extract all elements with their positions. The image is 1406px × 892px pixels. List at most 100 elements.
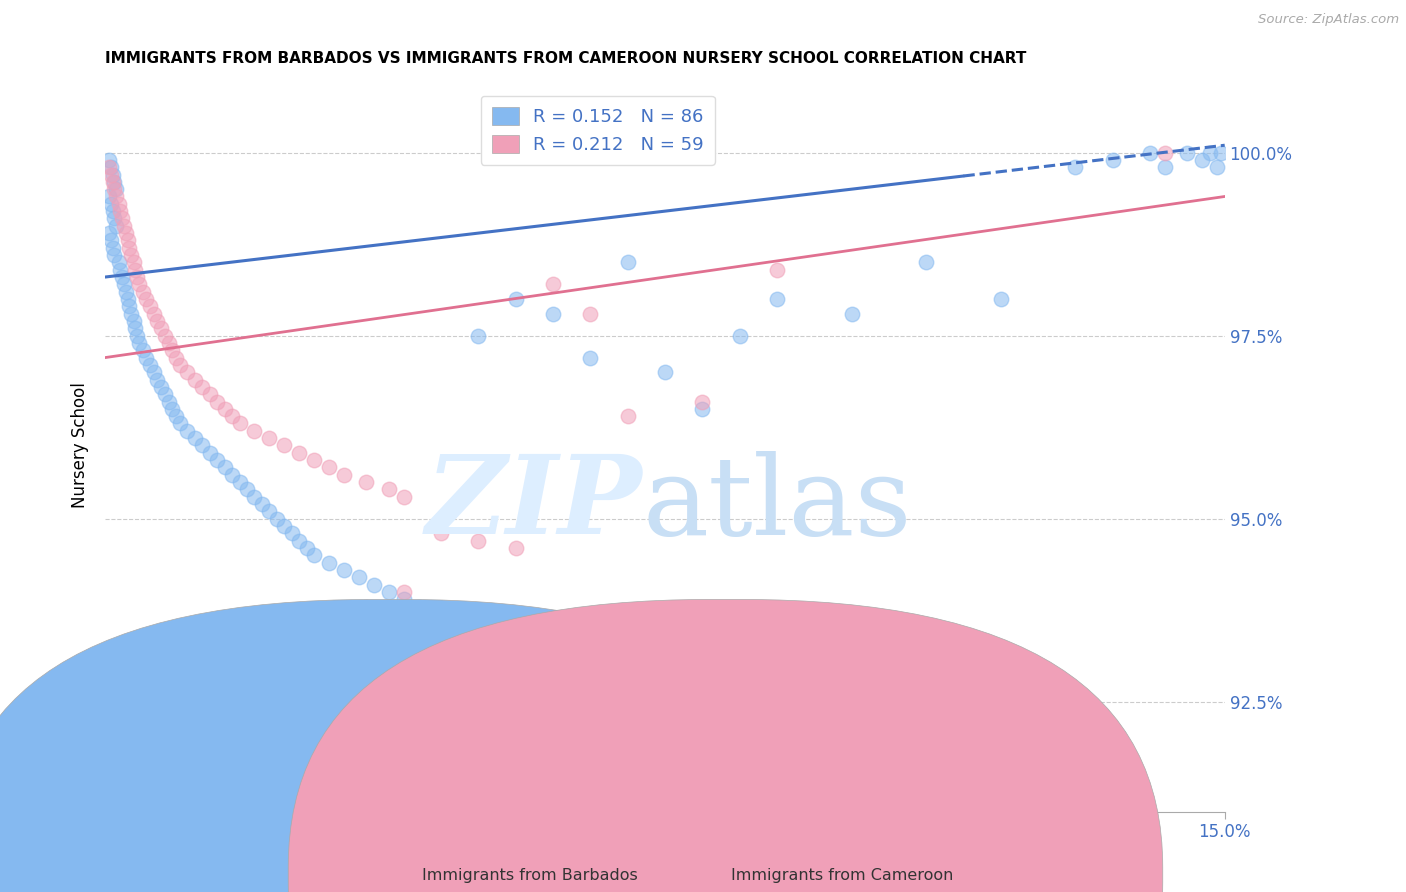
Point bbox=[378, 585, 401, 599]
Point bbox=[128, 335, 150, 350]
Point bbox=[139, 299, 162, 313]
Point bbox=[1191, 153, 1213, 167]
Point bbox=[356, 599, 378, 614]
Point bbox=[100, 160, 122, 174]
Point bbox=[616, 409, 638, 424]
Point bbox=[295, 541, 318, 555]
Point bbox=[236, 483, 259, 497]
Point bbox=[392, 592, 415, 607]
Point bbox=[107, 196, 129, 211]
Point bbox=[112, 277, 135, 292]
Point bbox=[243, 424, 266, 438]
Point bbox=[198, 387, 221, 401]
Point bbox=[169, 417, 191, 431]
Point bbox=[378, 483, 401, 497]
Point bbox=[131, 285, 153, 299]
Point bbox=[1139, 145, 1161, 160]
Point bbox=[162, 401, 184, 416]
Point bbox=[105, 182, 128, 196]
Point bbox=[142, 307, 165, 321]
Point bbox=[505, 541, 527, 555]
Point bbox=[142, 365, 165, 379]
Point bbox=[139, 358, 162, 372]
Point bbox=[108, 204, 131, 219]
Point bbox=[184, 431, 207, 445]
Point bbox=[97, 226, 120, 240]
Point bbox=[205, 453, 228, 467]
Point bbox=[214, 460, 236, 475]
Point bbox=[100, 196, 122, 211]
Point bbox=[505, 768, 527, 782]
Point bbox=[1209, 145, 1232, 160]
Point bbox=[103, 211, 125, 226]
Point bbox=[122, 255, 145, 269]
Point bbox=[392, 490, 415, 504]
Point bbox=[915, 255, 938, 269]
Point bbox=[135, 351, 157, 365]
Legend: R = 0.152   N = 86, R = 0.212   N = 59: R = 0.152 N = 86, R = 0.212 N = 59 bbox=[481, 95, 714, 165]
Point bbox=[101, 204, 124, 219]
Point bbox=[128, 277, 150, 292]
Point bbox=[318, 460, 340, 475]
Point bbox=[318, 556, 340, 570]
Point bbox=[108, 262, 131, 277]
Point bbox=[228, 417, 250, 431]
Point bbox=[165, 351, 187, 365]
Point bbox=[150, 321, 173, 335]
Point bbox=[107, 255, 129, 269]
Point bbox=[728, 328, 751, 343]
Point bbox=[273, 519, 295, 533]
Point bbox=[221, 409, 243, 424]
Point bbox=[157, 335, 180, 350]
Point bbox=[135, 292, 157, 306]
Text: atlas: atlas bbox=[643, 450, 912, 558]
Point bbox=[392, 585, 415, 599]
Point bbox=[157, 394, 180, 409]
Point bbox=[467, 695, 489, 709]
Point bbox=[101, 168, 124, 182]
Point bbox=[97, 153, 120, 167]
Point bbox=[690, 401, 713, 416]
Point bbox=[162, 343, 184, 358]
Point bbox=[103, 248, 125, 262]
Point bbox=[103, 175, 125, 189]
Point bbox=[766, 262, 789, 277]
Point bbox=[356, 475, 378, 489]
Point bbox=[273, 438, 295, 452]
Point bbox=[176, 365, 198, 379]
Point bbox=[1198, 145, 1220, 160]
Point bbox=[841, 307, 863, 321]
Point bbox=[333, 467, 356, 482]
Text: Source: ZipAtlas.com: Source: ZipAtlas.com bbox=[1258, 13, 1399, 27]
Point bbox=[259, 431, 281, 445]
Point bbox=[541, 277, 564, 292]
Point bbox=[112, 219, 135, 233]
Y-axis label: Nursery School: Nursery School bbox=[72, 383, 89, 508]
Point bbox=[690, 394, 713, 409]
Point bbox=[1177, 145, 1199, 160]
Point bbox=[221, 467, 243, 482]
Text: ZIP: ZIP bbox=[426, 450, 643, 558]
Point bbox=[437, 614, 460, 628]
Point bbox=[97, 160, 120, 174]
Point bbox=[214, 401, 236, 416]
Point bbox=[579, 307, 602, 321]
Point bbox=[176, 424, 198, 438]
Point bbox=[103, 182, 125, 196]
Point bbox=[131, 343, 153, 358]
Point bbox=[165, 409, 187, 424]
Text: Immigrants from Cameroon: Immigrants from Cameroon bbox=[731, 869, 953, 883]
Point bbox=[467, 533, 489, 548]
Point bbox=[616, 255, 638, 269]
Point bbox=[120, 307, 142, 321]
Point bbox=[766, 292, 789, 306]
Point bbox=[579, 351, 602, 365]
Point bbox=[467, 328, 489, 343]
Point bbox=[146, 314, 169, 328]
Point bbox=[184, 372, 207, 386]
Point bbox=[422, 607, 444, 621]
Point bbox=[97, 189, 120, 203]
Point bbox=[100, 234, 122, 248]
Point bbox=[333, 563, 356, 577]
Point bbox=[1064, 160, 1087, 174]
